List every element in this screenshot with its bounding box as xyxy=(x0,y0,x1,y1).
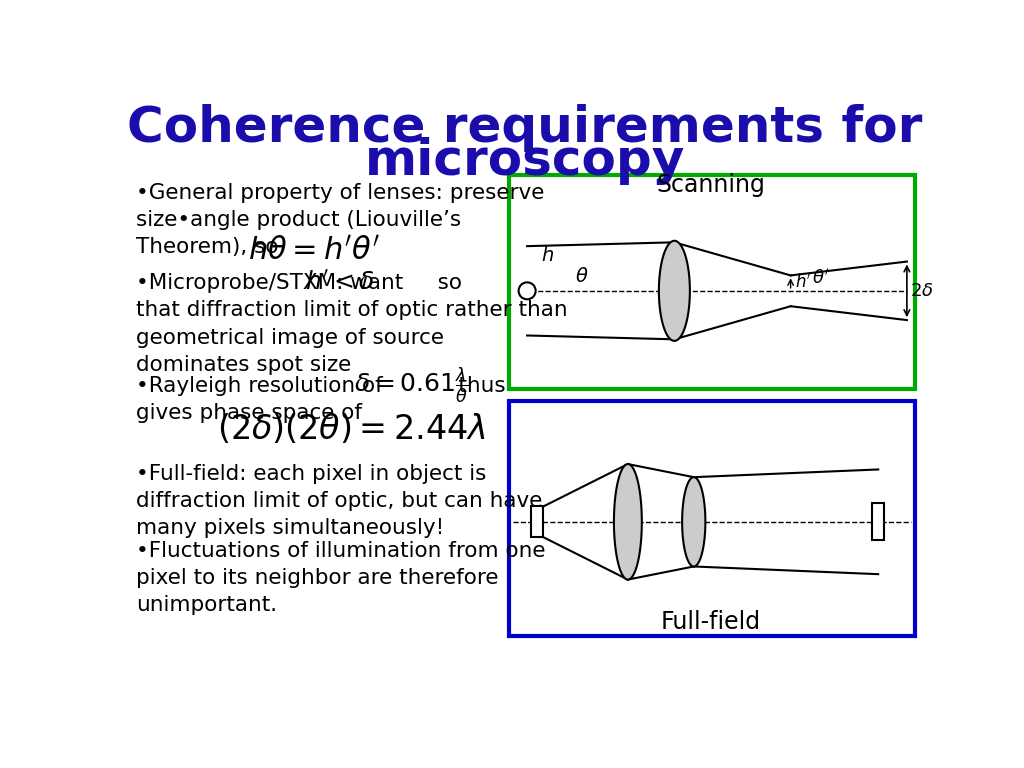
Bar xyxy=(509,175,915,389)
Text: $\theta$: $\theta$ xyxy=(575,266,589,286)
Text: •Microprobe/STXM: want     so
that diffraction limit of optic rather than
geomet: •Microprobe/STXM: want so that diffracti… xyxy=(136,273,567,375)
Text: •Fluctuations of illumination from one
pixel to its neighbor are therefore
unimp: •Fluctuations of illumination from one p… xyxy=(136,541,545,615)
Text: •General property of lenses: preserve
size•angle product (Liouville’s
Theorem), : •General property of lenses: preserve si… xyxy=(136,183,544,257)
Polygon shape xyxy=(682,477,706,567)
Text: $h\theta = h'\theta'$: $h\theta = h'\theta'$ xyxy=(248,237,381,265)
Text: $(2\delta)(2\theta) = 2.44\lambda$: $(2\delta)(2\theta) = 2.44\lambda$ xyxy=(217,412,486,446)
Text: Coherence requirements for: Coherence requirements for xyxy=(127,104,923,151)
Polygon shape xyxy=(658,241,690,341)
Text: $\theta'$: $\theta'$ xyxy=(812,269,830,288)
Bar xyxy=(531,506,544,538)
Text: $2\delta$: $2\delta$ xyxy=(910,282,934,300)
Text: •Full-field: each pixel in object is
diffraction limit of optic, but can have
ma: •Full-field: each pixel in object is dif… xyxy=(136,464,542,538)
Bar xyxy=(509,401,915,636)
Text: $\delta = 0.61\frac{\lambda}{\theta}$: $\delta = 0.61\frac{\lambda}{\theta}$ xyxy=(354,365,469,405)
Text: microscopy: microscopy xyxy=(365,137,685,185)
Bar xyxy=(872,503,885,541)
Circle shape xyxy=(518,283,536,300)
Text: •Rayleigh resolution of           thus
gives phase space of: •Rayleigh resolution of thus gives phase… xyxy=(136,376,506,422)
Text: $h'$: $h'$ xyxy=(796,272,812,291)
Polygon shape xyxy=(614,464,642,580)
Text: Scanning: Scanning xyxy=(656,173,765,197)
Text: $h' < \delta$: $h' < \delta$ xyxy=(305,271,375,295)
Text: Full-field: Full-field xyxy=(660,610,761,634)
Text: $h$: $h$ xyxy=(541,246,554,265)
